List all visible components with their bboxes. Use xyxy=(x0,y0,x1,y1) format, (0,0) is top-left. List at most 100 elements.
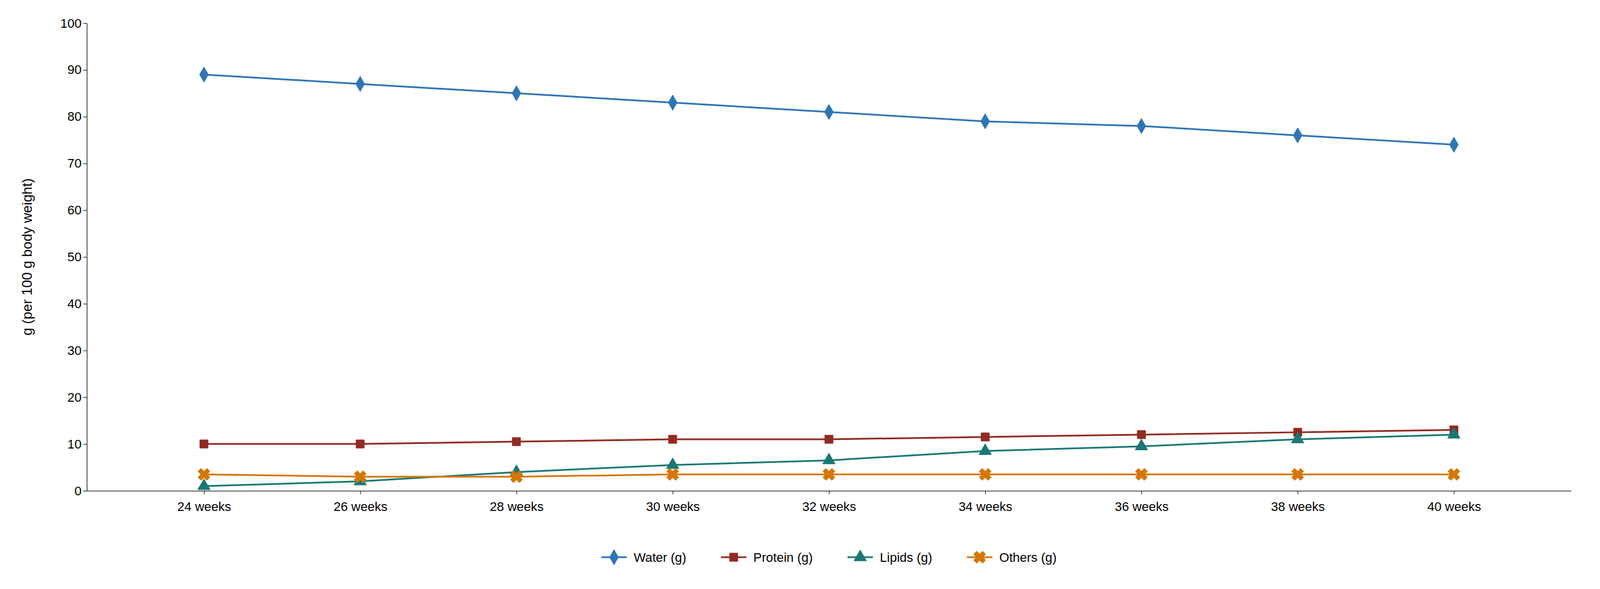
point xyxy=(981,113,990,129)
legend-label: Protein (g) xyxy=(753,550,813,566)
y-tick-mark xyxy=(83,444,87,445)
x-tick-label: 38 weeks xyxy=(1270,499,1325,515)
y-tick-mark xyxy=(83,23,87,24)
x-tick: 28 weeks xyxy=(489,491,544,515)
legend-swatch xyxy=(729,553,738,562)
y-tick-label: 70 xyxy=(67,156,82,171)
y-tick-mark xyxy=(83,210,87,212)
y-axis-title: g (per 100 g body weight) xyxy=(19,178,35,336)
y-tick-label: 90 xyxy=(67,62,82,77)
point xyxy=(511,85,521,101)
x-tick: 30 weeks xyxy=(646,491,700,515)
y-tick-mark xyxy=(83,257,87,258)
legend-swatch xyxy=(853,550,866,562)
point xyxy=(976,465,995,484)
plot: 24 weeks 26 weeks 28 weeks 30 weeks 32 weeks… xyxy=(19,16,1572,515)
x-tick: 34 weeks xyxy=(958,491,1013,515)
x-tick-label: 36 weeks xyxy=(1114,499,1169,515)
x-tick-mark xyxy=(516,491,518,495)
point xyxy=(351,467,370,486)
point xyxy=(200,440,209,449)
y-tick-label: 80 xyxy=(67,109,82,124)
x-tick-mark xyxy=(1453,491,1455,495)
y-tick-mark xyxy=(83,491,87,492)
y-tick: 60 xyxy=(67,203,87,218)
point xyxy=(355,76,365,92)
point xyxy=(1447,428,1461,440)
y-tick-mark xyxy=(83,350,87,352)
legend-label: Others (g) xyxy=(999,550,1057,566)
point xyxy=(666,458,679,470)
point xyxy=(1137,118,1146,134)
y-tick-label: 40 xyxy=(67,296,82,312)
x-tick-mark xyxy=(1141,491,1142,495)
point xyxy=(507,467,526,486)
y-tick: 70 xyxy=(67,156,87,171)
point xyxy=(1132,465,1151,484)
y-tick-mark xyxy=(83,163,87,165)
point xyxy=(824,104,833,120)
x-tick-mark xyxy=(828,491,830,495)
legend-label: Water (g) xyxy=(633,550,687,566)
y-tick-label: 100 xyxy=(60,16,82,31)
point xyxy=(668,435,677,444)
series xyxy=(194,465,1463,486)
x-tick-label: 34 weeks xyxy=(958,499,1013,515)
legend: Water (g) Protein (g) Lipids (g) Others (g) xyxy=(601,548,1057,567)
series-line xyxy=(204,434,1455,487)
y-tick: 90 xyxy=(67,62,87,77)
y-tick: 20 xyxy=(67,390,87,405)
y-tick-label: 10 xyxy=(67,437,82,452)
x-tick-label: 30 weeks xyxy=(646,499,700,515)
y-tick: 40 xyxy=(67,296,87,312)
point xyxy=(981,433,990,442)
point xyxy=(356,440,365,449)
y-tick-mark xyxy=(83,116,87,118)
x-axis: 24 weeks 26 weeks 28 weeks 30 weeks 32 weeks… xyxy=(87,491,1572,515)
point xyxy=(820,465,839,484)
y-tick-label: 50 xyxy=(67,249,82,265)
x-tick-mark xyxy=(985,491,986,495)
y-tick-mark xyxy=(83,303,87,305)
x-tick-mark xyxy=(672,491,674,495)
y-tick: 30 xyxy=(67,343,87,359)
marks xyxy=(194,67,1463,490)
point xyxy=(1291,432,1304,444)
point xyxy=(1293,127,1303,143)
y-tick-mark xyxy=(83,397,87,398)
legend-swatch xyxy=(970,548,989,567)
x-tick-label: 26 weeks xyxy=(333,499,388,515)
x-tick: 40 weeks xyxy=(1427,491,1481,515)
y-tick: 50 xyxy=(67,249,87,265)
y-tick-label: 20 xyxy=(67,390,82,405)
legend-item: Water (g) xyxy=(601,550,687,566)
x-tick-label: 32 weeks xyxy=(802,499,857,515)
point xyxy=(822,453,835,465)
point xyxy=(199,67,209,83)
x-tick-label: 24 weeks xyxy=(177,499,232,515)
y-tick-label: 30 xyxy=(67,343,82,359)
series-line xyxy=(204,430,1455,445)
point xyxy=(664,465,682,484)
y-axis: 0102030405060708090100 xyxy=(60,16,87,499)
x-tick: 32 weeks xyxy=(802,491,857,515)
y-tick-label: 60 xyxy=(67,203,82,218)
point xyxy=(1134,439,1148,451)
x-tick: 24 weeks xyxy=(177,491,232,515)
legend-item: Lipids (g) xyxy=(847,550,932,566)
x-tick-mark xyxy=(204,491,205,495)
x-tick-label: 28 weeks xyxy=(489,499,544,515)
y-tick: 10 xyxy=(67,437,87,452)
series xyxy=(199,67,1459,153)
legend-label: Lipids (g) xyxy=(879,550,932,566)
point xyxy=(1449,137,1459,153)
legend-item: Protein (g) xyxy=(720,550,813,566)
x-tick-mark xyxy=(360,491,361,495)
y-tick-mark xyxy=(83,69,87,71)
chart: 24 weeks 26 weeks 28 weeks 30 weeks 32 weeks… xyxy=(0,0,1600,589)
y-axis-line xyxy=(86,23,88,492)
legend-item: Others (g) xyxy=(967,548,1057,567)
legend-swatch xyxy=(609,550,619,566)
point xyxy=(194,465,213,484)
x-tick: 26 weeks xyxy=(333,491,388,515)
